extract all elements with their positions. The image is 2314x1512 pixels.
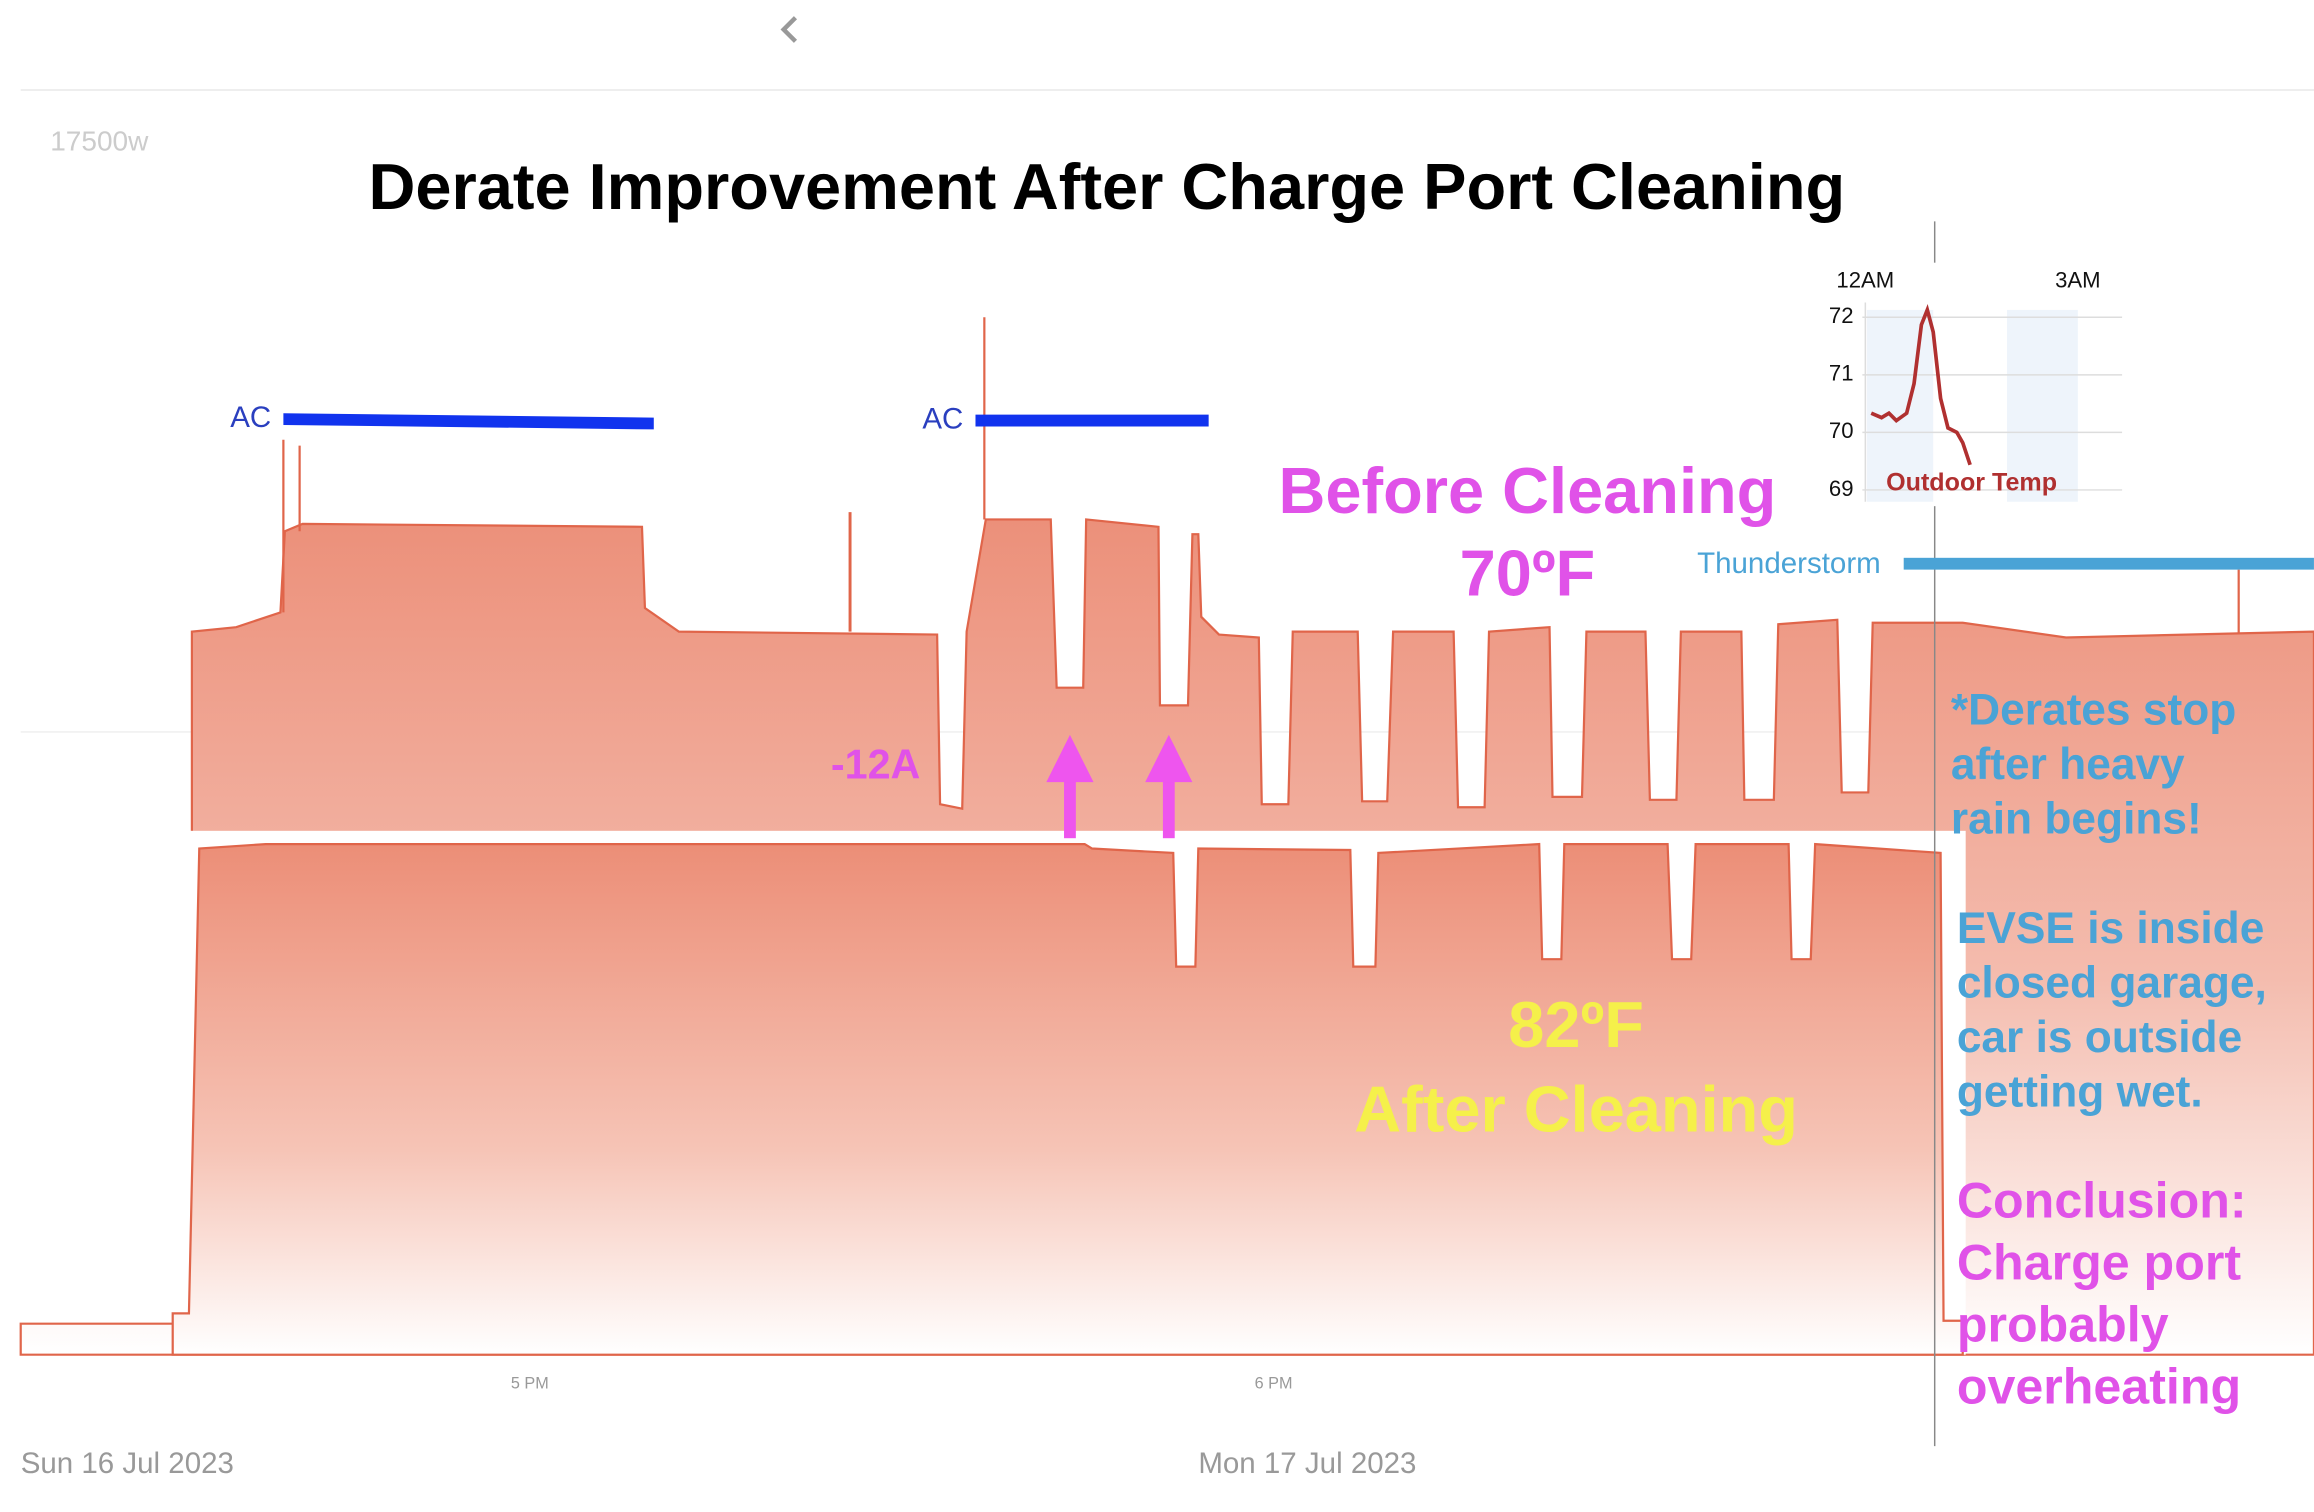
title: Derate Improvement After Charge Port Cle… xyxy=(368,150,1845,223)
x-tick-label: 5 PM xyxy=(511,1374,549,1392)
note-line: *Derates stop xyxy=(1951,685,2236,734)
note-line: EVSE is inside xyxy=(1957,904,2265,953)
inset-y-label: 69 xyxy=(1829,476,1854,501)
note-line: closed garage, xyxy=(1957,958,2267,1007)
conclusion-line: Charge port xyxy=(1957,1234,2242,1290)
x-tick-label: 6 PM xyxy=(1255,1374,1293,1392)
thunderstorm-label: Thunderstorm xyxy=(1697,547,1881,580)
inset-x-label: 12AM xyxy=(1836,268,1894,293)
ac-bar xyxy=(283,413,654,430)
conclusion-line: overheating xyxy=(1957,1358,2241,1414)
thunderstorm-bar xyxy=(1903,557,2314,570)
after-area xyxy=(171,842,1964,1356)
y-label: 17500w xyxy=(50,126,149,157)
arrows xyxy=(1046,734,1193,839)
ac-bar xyxy=(975,414,1209,427)
inset-x-label: 3AM xyxy=(2055,268,2101,293)
inset-label: Outdoor Temp xyxy=(1886,469,2057,497)
conclusion-line: Conclusion: xyxy=(1957,1172,2247,1228)
note-line: getting wet. xyxy=(1957,1068,2203,1117)
note-line: after heavy xyxy=(1951,740,2185,789)
after-label: After Cleaning xyxy=(1354,1072,1798,1145)
inset-chart xyxy=(1822,262,2126,507)
before-temp: 70ºF xyxy=(1460,537,1596,610)
ac-label: AC xyxy=(230,401,271,434)
note-line: rain begins! xyxy=(1951,795,2202,844)
after-temp: 82ºF xyxy=(1508,988,1644,1061)
ac-label: AC xyxy=(922,402,963,435)
note-line: car is outside xyxy=(1957,1013,2242,1062)
inset-y-label: 71 xyxy=(1829,361,1854,386)
back-chevron[interactable] xyxy=(780,16,798,43)
before-label: Before Cleaning xyxy=(1278,454,1776,527)
date-label: Mon 17 Jul 2023 xyxy=(1198,1447,1416,1480)
drop-label: -12A xyxy=(831,741,921,787)
date-label: Sun 16 Jul 2023 xyxy=(21,1447,234,1480)
inset-y-label: 72 xyxy=(1829,303,1854,328)
inset-y-label: 70 xyxy=(1829,418,1854,443)
conclusion-line: probably xyxy=(1957,1296,2169,1352)
